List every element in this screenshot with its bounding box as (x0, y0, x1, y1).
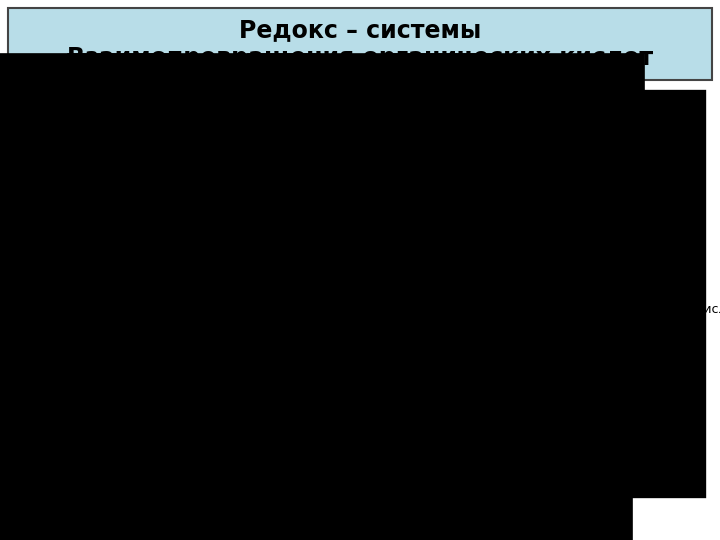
Text: Фумарат: Фумарат (68, 183, 132, 197)
Text: C: C (171, 141, 179, 154)
Text: OH: OH (369, 421, 389, 434)
Text: O: O (371, 163, 380, 176)
Text: O: O (328, 373, 338, 386)
Text: + 2ē: + 2ē (237, 260, 267, 273)
Text: OH: OH (401, 287, 420, 300)
Text: CH₂: CH₂ (428, 261, 451, 274)
Text: CH₂: CH₂ (451, 141, 474, 154)
Text: O: O (359, 282, 369, 295)
Text: O: O (40, 240, 50, 253)
Text: O: O (188, 163, 197, 176)
Text: Лактат (соль молочной кислоты: Лактат (соль молочной кислоты (430, 446, 644, 458)
Text: O: O (40, 282, 50, 295)
Text: Оксалоацетат: Оксалоацетат (35, 309, 139, 323)
Text: O: O (328, 415, 338, 428)
Text: CH: CH (134, 141, 152, 154)
Text: C: C (86, 261, 95, 274)
Text: C: C (374, 394, 383, 407)
Text: OH: OH (168, 281, 187, 294)
Text: Малат (соль яблочной кислоты): Малат (соль яблочной кислоты) (545, 303, 720, 316)
Text: C: C (495, 141, 503, 154)
Text: CH₂: CH₂ (109, 261, 132, 274)
Text: Сукцинат (соль янтарной кислоты): Сукцинат (соль янтарной кислоты) (443, 179, 677, 192)
Text: C: C (63, 141, 73, 154)
FancyBboxPatch shape (8, 8, 712, 80)
Text: C: C (153, 261, 163, 274)
Text: Редокс – системы: Редокс – системы (239, 18, 481, 42)
Text: H₂C: H₂C (413, 141, 436, 154)
Text: C: C (346, 394, 354, 407)
Text: O: O (512, 120, 521, 133)
Text: CH₃: CH₃ (397, 394, 420, 407)
Text: (соль пировиноградной кислоты): (соль пировиноградной кислоты) (35, 456, 256, 469)
Text: C: C (472, 261, 482, 274)
Text: + 2H⁺: + 2H⁺ (240, 392, 279, 404)
Text: O: O (490, 240, 500, 253)
Text: Взаимопревращения органических кислот: Взаимопревращения органических кислот (67, 46, 653, 70)
Text: C: C (377, 261, 387, 274)
Text: O: O (371, 120, 380, 133)
Text: O: O (86, 423, 96, 436)
Text: O: O (490, 282, 500, 295)
Text: H: H (374, 380, 384, 393)
Text: C: C (86, 394, 95, 407)
Text: HC: HC (90, 141, 108, 154)
Text: C: C (58, 261, 66, 274)
Text: H: H (406, 247, 415, 260)
Text: O: O (40, 415, 50, 428)
Text: O: O (512, 163, 521, 176)
Text: O: O (171, 240, 181, 253)
Text: + 2H⁺: + 2H⁺ (283, 139, 321, 152)
Text: O: O (45, 163, 55, 176)
Text: C: C (389, 141, 397, 154)
Text: + 2ē: + 2ē (207, 392, 237, 404)
Text: C: C (407, 261, 415, 274)
Text: C: C (58, 394, 66, 407)
Text: O: O (188, 120, 197, 133)
Text: CH₃: CH₃ (109, 394, 132, 407)
Text: O: O (86, 292, 96, 305)
Text: + 2H⁺: + 2H⁺ (271, 260, 310, 273)
Text: Пируват: Пируват (35, 441, 96, 455)
Text: O: O (45, 120, 55, 133)
Text: O: O (359, 240, 369, 253)
Text: (соль щавелевоуксусной кислоты): (соль щавелевоуксусной кислоты) (35, 323, 264, 336)
Text: + 2ē: + 2ē (250, 139, 280, 152)
Text: O: O (40, 373, 50, 386)
